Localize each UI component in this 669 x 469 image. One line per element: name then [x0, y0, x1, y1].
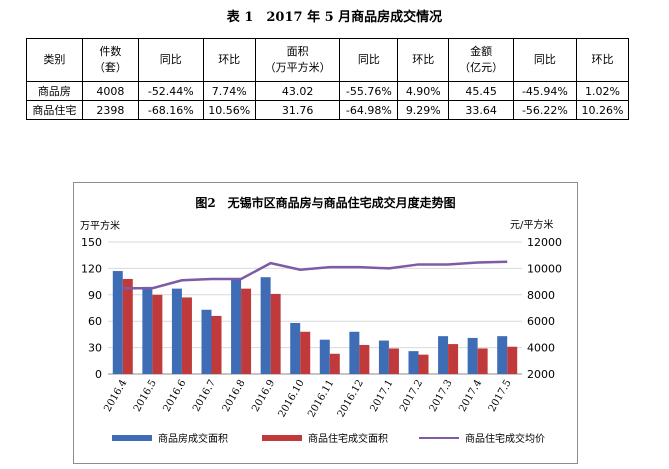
- table-header-cell: 同比: [512, 38, 577, 82]
- bar-series-2: [477, 348, 488, 374]
- legend-item-series-2: 商品住宅成交面积: [262, 430, 388, 445]
- y-tick-label-left: 90: [88, 289, 102, 302]
- table-cell: -56.22%: [512, 100, 577, 120]
- x-tick-label: 2016.8: [221, 378, 248, 414]
- y-tick-label-left: 60: [88, 315, 102, 328]
- bar-series-1: [497, 336, 508, 374]
- x-tick-label: 2016.6: [162, 378, 189, 414]
- bar-series-1: [378, 340, 389, 374]
- bar-series-1: [290, 322, 301, 374]
- y-tick-label-right: 6000: [527, 315, 555, 328]
- stats-table: 类别 件数 （套） 同比 环比 面积 （万平方米） 同比 环比 金额 （亿元） 同比 环比 商品房 400…: [26, 38, 630, 120]
- bar-series-1: [467, 337, 478, 374]
- x-tick-label: 2017.2: [398, 378, 425, 414]
- bar-series-2: [152, 294, 163, 374]
- legend-label-series-1: 商品房成交面积: [158, 434, 228, 445]
- table-header-cell: 同比: [339, 38, 399, 82]
- x-tick-label: 2016.12: [336, 378, 366, 419]
- legend-swatch-series-1: [112, 434, 152, 441]
- legend-label-series-3: 商品住宅成交均价: [465, 434, 545, 445]
- y-tick-label-right: 8000: [527, 289, 555, 302]
- y-tick-label-right: 2000: [527, 368, 555, 381]
- table-header-cell: 件数 （套）: [81, 38, 139, 82]
- y-tick-label-left: 30: [88, 342, 102, 355]
- bar-series-1: [112, 271, 123, 374]
- table-header-cell: 金额 （亿元）: [448, 38, 514, 82]
- chart-frame: [73, 182, 578, 464]
- table-row: 商品住宅 2398 -68.16% 10.56% 31.76 -64.98% 9.29% 33…: [26, 100, 630, 120]
- y-tick-label-left: 150: [81, 236, 102, 249]
- bar-series-1: [438, 336, 449, 374]
- table-cell: 2398: [81, 100, 139, 120]
- table-header-cell: 环比: [575, 38, 630, 82]
- bar-series-1: [319, 339, 330, 374]
- y-tick-label-left: 0: [95, 368, 102, 381]
- bar-series-1: [260, 277, 271, 374]
- table-header-cell: 环比: [397, 38, 450, 82]
- bar-series-2: [388, 348, 399, 374]
- bar-series-2: [329, 353, 340, 374]
- table-cell: 10.26%: [575, 100, 630, 120]
- bar-series-2: [359, 344, 370, 374]
- bar-series-2: [181, 297, 192, 374]
- line-series-price: [122, 260, 508, 290]
- bar-series-1: [142, 286, 153, 374]
- x-tick-label: 2017.4: [457, 378, 484, 414]
- x-tick-label: 2016.9: [250, 378, 277, 414]
- y-tick-label-right: 4000: [527, 342, 555, 355]
- bar-series-2: [300, 331, 311, 374]
- table-cell: 7.74%: [202, 81, 256, 101]
- bar-series-2: [448, 344, 459, 374]
- x-tick-label: 2016.10: [277, 378, 307, 419]
- table-cell: 9.29%: [397, 100, 450, 120]
- table-header-cell: 面积 （万平方米）: [254, 38, 341, 82]
- y-tick-label-right: 10000: [527, 262, 562, 275]
- table-row: 商品房 4008 -52.44% 7.74% 43.02 -55.76% 4.90% 45.4…: [26, 81, 630, 101]
- table-cell: 商品住宅: [26, 100, 83, 120]
- bar-series-2: [241, 288, 252, 374]
- y-axis-label-left: 万平方米: [80, 221, 120, 232]
- x-tick-label: 2016.7: [191, 378, 218, 414]
- legend-item-series-3: 商品住宅成交均价: [419, 430, 545, 445]
- legend-swatch-series-2: [262, 434, 302, 441]
- x-tick-label: 2016.5: [132, 378, 159, 414]
- table-title: 表 1 2017 年 5 月商品房成交情况: [226, 10, 443, 25]
- x-tick-label: 2017.1: [369, 378, 396, 414]
- x-tick-label: 2017.5: [487, 378, 514, 414]
- bar-series-1: [408, 351, 419, 374]
- bar-series-2: [418, 354, 429, 374]
- bar-series-1: [171, 288, 182, 374]
- legend-swatch-series-3: [419, 436, 459, 439]
- y-axis-label-right: 元/平方米: [510, 220, 554, 231]
- table-cell: 31.76: [254, 100, 341, 120]
- bar-series-2: [507, 346, 518, 374]
- table-header-cell: 环比: [202, 38, 256, 82]
- bar-series-2: [211, 315, 222, 374]
- y-tick-label-left: 120: [81, 262, 102, 275]
- table-cell: 33.64: [448, 100, 514, 120]
- table-cell: 10.56%: [202, 100, 256, 120]
- x-tick-label: 2016.11: [306, 378, 336, 419]
- bar-series-1: [231, 278, 242, 374]
- bar-series-1: [349, 331, 360, 374]
- table-header-row: 类别 件数 （套） 同比 环比 面积 （万平方米） 同比 环比 金额 （亿元） 同比 环比: [26, 38, 630, 82]
- chart-title: 图2 无锡市区商品房与商品住宅成交月度走势图: [195, 196, 456, 210]
- bar-series-1: [201, 309, 212, 374]
- bar-series-2: [270, 293, 281, 374]
- y-tick-label-right: 12000: [527, 236, 562, 249]
- table-cell: 商品房: [26, 81, 83, 101]
- x-tick-label: 2016.4: [102, 378, 129, 414]
- table-cell: -64.98%: [339, 100, 399, 120]
- legend-item-series-1: 商品房成交面积: [112, 430, 228, 445]
- table-header-cell: 类别: [26, 38, 83, 82]
- x-tick-label: 2017.3: [428, 378, 455, 414]
- legend-label-series-2: 商品住宅成交面积: [308, 434, 388, 445]
- bar-series-2: [122, 278, 133, 374]
